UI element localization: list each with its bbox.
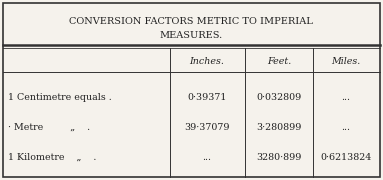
Text: 1 Centimetre equals .: 1 Centimetre equals . bbox=[8, 93, 112, 102]
Text: 3·280899: 3·280899 bbox=[256, 123, 302, 132]
Text: Inches.: Inches. bbox=[190, 57, 224, 66]
Text: ...: ... bbox=[342, 93, 350, 102]
Text: CONVERSION FACTORS METRIC TO IMPERIAL: CONVERSION FACTORS METRIC TO IMPERIAL bbox=[69, 17, 313, 26]
Text: 0·39371: 0·39371 bbox=[187, 93, 227, 102]
Text: MEASURES.: MEASURES. bbox=[159, 30, 223, 39]
Text: Miles.: Miles. bbox=[331, 57, 361, 66]
Text: ...: ... bbox=[203, 152, 211, 161]
Text: ...: ... bbox=[342, 123, 350, 132]
Text: 39·37079: 39·37079 bbox=[184, 123, 230, 132]
Text: Feet.: Feet. bbox=[267, 57, 291, 66]
Text: 3280·899: 3280·899 bbox=[256, 152, 302, 161]
Text: 0·6213824: 0·6213824 bbox=[320, 152, 372, 161]
Text: · Metre         „    .: · Metre „ . bbox=[8, 123, 90, 132]
Text: 0·032809: 0·032809 bbox=[256, 93, 302, 102]
Text: 1 Kilometre    „    .: 1 Kilometre „ . bbox=[8, 152, 97, 161]
